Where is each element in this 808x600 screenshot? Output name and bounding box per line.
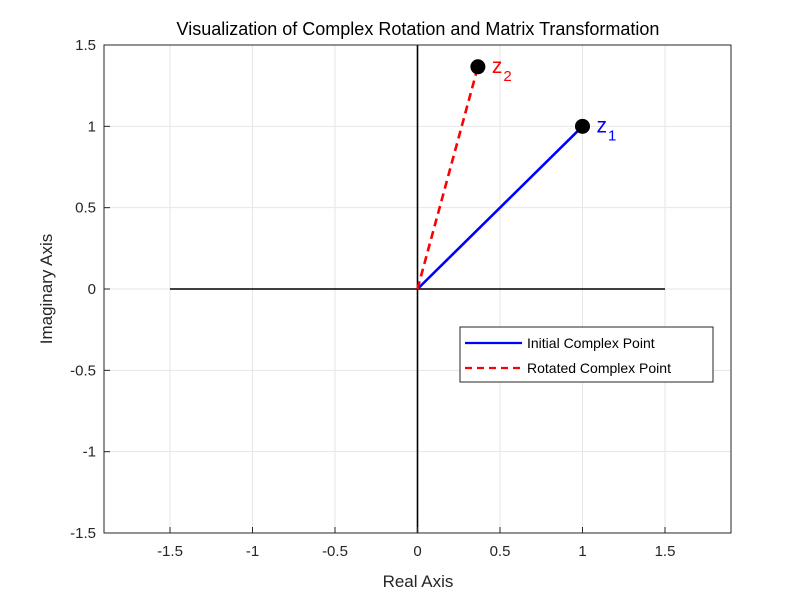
initial-vector-line bbox=[416, 125, 584, 290]
x-tick-label: 1.5 bbox=[655, 543, 676, 560]
ticks: -1.5 -1 -0.5 0 0.5 1 1.5 -1.5 -1 -0.5 0 0.5 1 1.5 bbox=[70, 37, 675, 560]
x-tick-label: 0.5 bbox=[490, 543, 511, 560]
y-tick-label: -1.5 bbox=[70, 525, 96, 542]
legend-label-rotated: Rotated Complex Point bbox=[527, 360, 671, 376]
legend-label-initial: Initial Complex Point bbox=[527, 335, 655, 351]
point-label-subscript: 2 bbox=[503, 68, 511, 85]
x-tick-label: -0.5 bbox=[322, 543, 348, 560]
x-tick-label: -1 bbox=[246, 543, 259, 560]
point-label-z2: z2 bbox=[492, 55, 512, 85]
x-tick-label: 1 bbox=[578, 543, 586, 560]
y-axis-title: Imaginary Axis bbox=[37, 234, 56, 345]
x-tick-label: 0 bbox=[413, 543, 421, 560]
point-marker-z1 bbox=[575, 118, 590, 134]
legend-box bbox=[459, 326, 714, 383]
y-tick-label: -1 bbox=[83, 444, 96, 461]
legend: Initial Complex Point Rotated Complex Po… bbox=[459, 326, 714, 383]
point-label-subscript: 1 bbox=[608, 127, 616, 144]
chart-title: Visualization of Complex Rotation and Ma… bbox=[177, 19, 660, 39]
x-axis-title: Real Axis bbox=[383, 572, 454, 591]
y-tick-label: 0 bbox=[88, 281, 96, 298]
point-label-z1: z1 bbox=[597, 114, 617, 144]
point-label-main: z bbox=[492, 55, 503, 78]
point-marker-z2 bbox=[470, 59, 486, 75]
y-tick-label: 1.5 bbox=[75, 37, 96, 54]
x-tick-label: -1.5 bbox=[157, 543, 183, 560]
y-tick-label: 1 bbox=[88, 118, 96, 135]
y-tick-label: -0.5 bbox=[70, 362, 96, 379]
point-label-main: z bbox=[597, 114, 608, 137]
series-group bbox=[416, 66, 584, 290]
y-tick-label: 0.5 bbox=[75, 200, 96, 217]
